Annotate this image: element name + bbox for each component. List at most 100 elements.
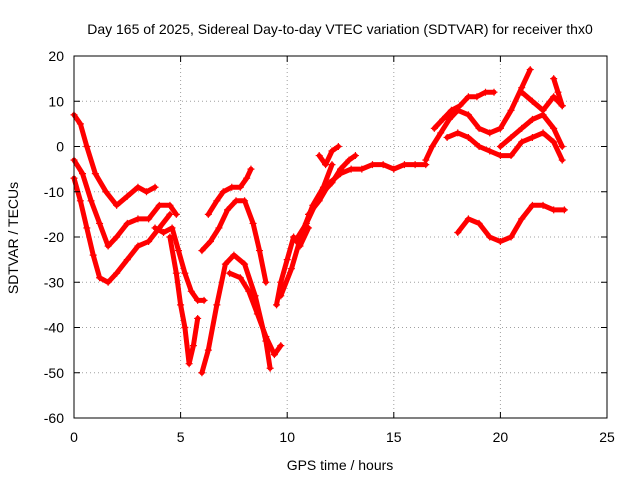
data-point	[277, 292, 285, 300]
data-point	[496, 238, 504, 246]
data-point	[160, 228, 168, 236]
x-tick-label: 0	[70, 429, 78, 445]
data-point	[172, 269, 180, 277]
data-point	[411, 161, 419, 169]
data-point	[518, 124, 526, 132]
data-point	[83, 143, 91, 150]
data-point	[168, 224, 176, 232]
data-point	[241, 260, 249, 268]
data-point	[123, 256, 131, 264]
data-point	[181, 324, 189, 331]
y-tick-label: -20	[44, 229, 64, 245]
data-point	[245, 287, 253, 295]
x-tick-label: 15	[386, 429, 402, 445]
data-point	[345, 156, 353, 164]
data-point	[104, 278, 112, 286]
data-point	[206, 238, 214, 246]
data-point	[204, 346, 212, 354]
data-point	[113, 201, 121, 209]
y-tick-label: -60	[44, 410, 64, 426]
data-point	[550, 124, 558, 132]
series-track-14	[316, 144, 341, 168]
data-point	[151, 183, 159, 191]
data-point	[486, 233, 494, 241]
data-point	[539, 106, 547, 114]
data-point	[539, 129, 547, 137]
y-axis-label: SDTVAR / TECUs	[5, 182, 21, 294]
data-point	[151, 224, 159, 232]
data-point	[232, 197, 240, 205]
data-point	[475, 124, 483, 132]
data-point	[496, 152, 504, 160]
series-track-5	[152, 225, 207, 303]
data-point	[221, 260, 229, 268]
data-point	[326, 179, 334, 187]
data-point	[445, 115, 453, 123]
data-point	[518, 215, 526, 223]
data-point	[550, 75, 558, 83]
data-point	[475, 143, 483, 150]
data-point	[428, 143, 436, 150]
data-point	[96, 274, 104, 282]
data-point	[558, 143, 566, 150]
x-tick-label: 25	[599, 429, 615, 445]
data-point	[270, 351, 278, 359]
data-point	[550, 206, 558, 214]
data-point	[430, 124, 438, 132]
series-track-1	[71, 112, 158, 208]
data-point	[507, 106, 515, 114]
data-point	[454, 129, 462, 137]
data-point	[305, 210, 313, 218]
data-point	[302, 219, 310, 227]
data-point	[89, 251, 97, 259]
data-point	[456, 102, 464, 110]
data-point	[104, 242, 112, 250]
data-point	[134, 242, 142, 250]
data-point	[166, 210, 174, 218]
data-point	[526, 66, 534, 74]
data-point	[443, 133, 451, 141]
data-point	[322, 161, 330, 169]
data-point	[507, 233, 515, 241]
data-point	[486, 147, 494, 155]
data-point	[277, 342, 285, 350]
data-point	[145, 238, 153, 246]
data-point	[228, 183, 236, 191]
x-tick-label: 5	[177, 429, 185, 445]
data-point	[328, 161, 336, 169]
data-point	[224, 206, 232, 214]
data-point	[102, 188, 110, 196]
series-track-15	[423, 67, 533, 163]
data-point	[200, 296, 208, 304]
data-point	[287, 265, 295, 273]
data-point	[142, 188, 150, 196]
data-point	[507, 152, 515, 160]
data-point	[145, 215, 153, 223]
chart-title: Day 165 of 2025, Sidereal Day-to-day VTE…	[87, 21, 593, 37]
data-point	[134, 215, 142, 223]
data-point	[189, 342, 197, 350]
data-point	[347, 165, 355, 173]
data-point	[464, 111, 472, 119]
data-point	[185, 360, 193, 368]
data-point	[539, 201, 547, 209]
x-axis-label: GPS time / hours	[287, 457, 394, 473]
data-point	[496, 124, 504, 132]
data-point	[181, 269, 189, 277]
data-point	[273, 301, 281, 309]
y-tick-label: -30	[44, 274, 64, 290]
data-point	[230, 251, 238, 259]
data-point	[439, 115, 447, 123]
data-point	[528, 201, 536, 209]
data-point	[236, 274, 244, 282]
tick-label-layer: 0 5 10 15 20 25 -60 -50 -40 -30 -20 -10 0 10 20	[44, 48, 615, 445]
data-point	[277, 278, 285, 286]
series-track-16	[431, 89, 497, 131]
data-point	[155, 201, 163, 209]
data-point	[464, 215, 472, 223]
data-point	[454, 228, 462, 236]
data-point	[496, 143, 504, 150]
data-point	[294, 233, 302, 241]
data-point	[241, 197, 249, 205]
